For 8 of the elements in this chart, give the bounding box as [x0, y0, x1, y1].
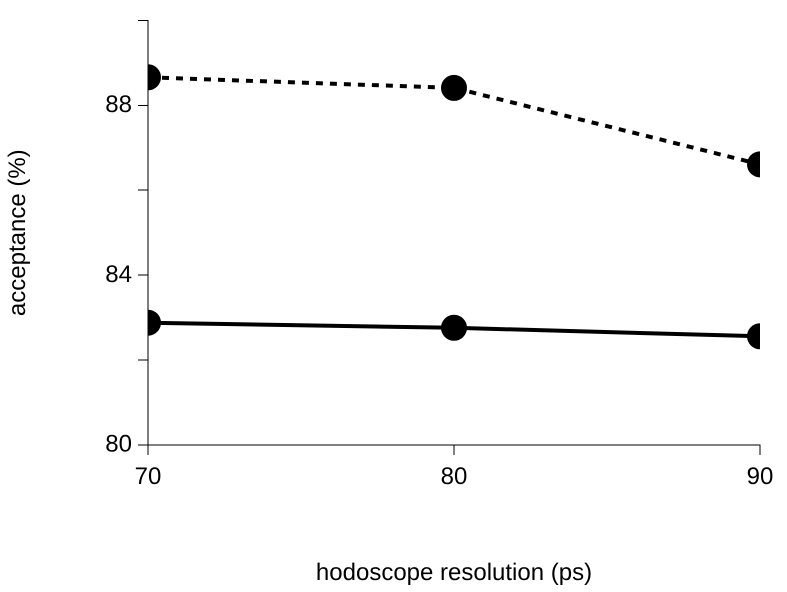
x-tick-label: 80 [440, 463, 468, 490]
x-axis-title: hodoscope resolution (ps) [316, 559, 592, 586]
y-axis-title: acceptance (%) [4, 149, 32, 316]
x-tick-label: 70 [134, 463, 162, 490]
y-tick-label: 84 [105, 260, 132, 288]
x-tick-label: 90 [746, 463, 774, 490]
y-tick-label: 80 [105, 430, 132, 458]
y-tick-label: 88 [105, 90, 132, 118]
